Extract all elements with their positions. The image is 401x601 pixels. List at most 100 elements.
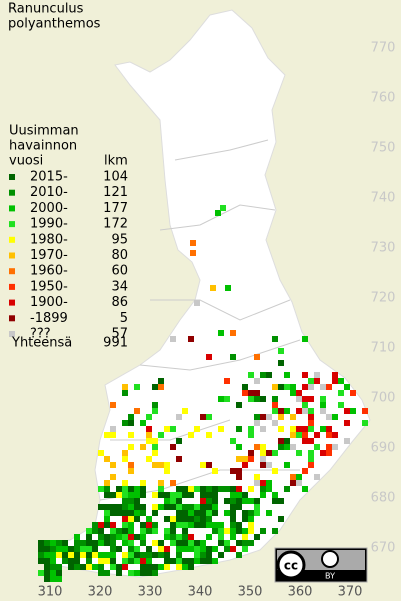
obs-square (254, 510, 260, 516)
obs-square (50, 552, 56, 558)
obs-square (188, 546, 194, 552)
y-axis-label: 730 (371, 241, 396, 256)
obs-square (248, 510, 254, 516)
obs-square (272, 396, 278, 402)
obs-square (188, 432, 194, 438)
obs-square (122, 420, 128, 426)
obs-square (92, 564, 98, 570)
obs-square (170, 492, 176, 498)
cc-circle (276, 550, 306, 580)
obs-square (212, 528, 218, 534)
obs-square (350, 408, 356, 414)
obs-square (128, 444, 134, 450)
obs-square (158, 486, 164, 492)
obs-square (140, 420, 146, 426)
obs-square (230, 330, 236, 336)
obs-square (218, 426, 224, 432)
obs-square (140, 570, 146, 576)
x-axis-label: 320 (88, 585, 113, 600)
obs-square (44, 564, 50, 570)
obs-square (74, 534, 80, 540)
obs-square (158, 378, 164, 384)
obs-square (302, 384, 308, 390)
obs-square (308, 450, 314, 456)
obs-square (248, 540, 254, 546)
obs-square (128, 462, 134, 468)
obs-square (344, 408, 350, 414)
obs-square (182, 408, 188, 414)
obs-square (128, 534, 134, 540)
obs-square (122, 486, 128, 492)
obs-square (170, 558, 176, 564)
obs-square (128, 570, 134, 576)
obs-square (110, 558, 116, 564)
obs-square (38, 552, 44, 558)
obs-square (236, 492, 242, 498)
obs-square (74, 552, 80, 558)
obs-square (290, 390, 296, 396)
obs-square (140, 480, 146, 486)
obs-square (296, 408, 302, 414)
obs-square (152, 450, 158, 456)
obs-square (344, 438, 350, 444)
obs-square (98, 486, 104, 492)
obs-square (320, 396, 326, 402)
obs-square (194, 510, 200, 516)
obs-square (92, 528, 98, 534)
obs-square (152, 438, 158, 444)
obs-square (242, 492, 248, 498)
obs-square (284, 486, 290, 492)
y-axis-label: 770 (371, 41, 396, 56)
obs-square (110, 426, 116, 432)
obs-square (218, 552, 224, 558)
legend-label: 2010- (30, 185, 68, 200)
obs-square (218, 522, 224, 528)
legend-count: 5 (120, 311, 128, 326)
obs-square (188, 492, 194, 498)
obs-square (146, 426, 152, 432)
obs-square (152, 564, 158, 570)
obs-square (176, 498, 182, 504)
obs-square (302, 426, 308, 432)
obs-square (254, 378, 260, 384)
obs-square (134, 558, 140, 564)
cc-text: cc (284, 559, 298, 573)
obs-square (176, 504, 182, 510)
obs-square (224, 540, 230, 546)
obs-square (146, 456, 152, 462)
obs-square (308, 408, 314, 414)
obs-square (62, 540, 68, 546)
obs-square (350, 390, 356, 396)
obs-square (122, 540, 128, 546)
obs-square (140, 522, 146, 528)
obs-square (326, 384, 332, 390)
obs-square (164, 468, 170, 474)
obs-square (110, 474, 116, 480)
obs-square (170, 516, 176, 522)
obs-square (200, 516, 206, 522)
obs-square (218, 540, 224, 546)
obs-square (230, 522, 236, 528)
obs-square (176, 414, 182, 420)
y-axis-label: 680 (371, 491, 396, 506)
obs-square (128, 558, 134, 564)
obs-square (140, 444, 146, 450)
obs-square (98, 534, 104, 540)
obs-square (116, 492, 122, 498)
obs-square (194, 486, 200, 492)
obs-square (122, 522, 128, 528)
obs-square (128, 468, 134, 474)
obs-square (248, 486, 254, 492)
obs-square (206, 486, 212, 492)
obs-square (194, 522, 200, 528)
obs-square (236, 498, 242, 504)
x-axis-label: 350 (238, 585, 263, 600)
obs-square (254, 534, 260, 540)
obs-square (230, 528, 236, 534)
obs-square (116, 570, 122, 576)
obs-square (338, 390, 344, 396)
obs-square (230, 510, 236, 516)
obs-square (266, 372, 272, 378)
obs-square (134, 486, 140, 492)
